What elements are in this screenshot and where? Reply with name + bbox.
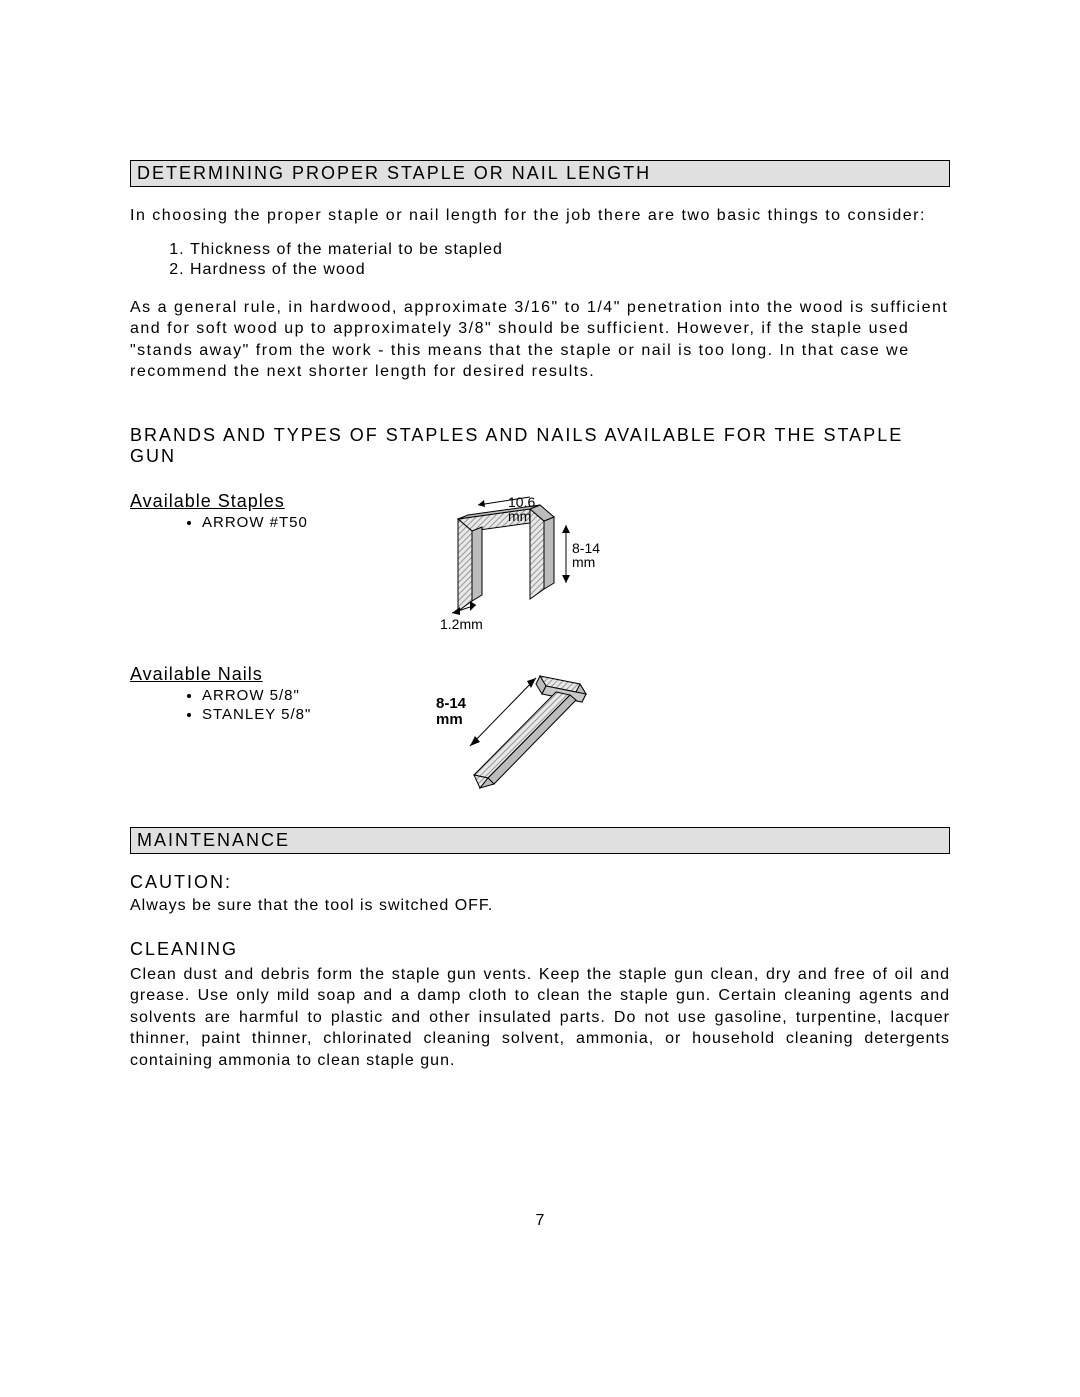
general-rule-paragraph: As a general rule, in hardwood, approxim… xyxy=(130,297,950,383)
nails-row: Available Nails ARROW 5/8" STANLEY 5/8" xyxy=(130,664,950,799)
nails-list: ARROW 5/8" STANLEY 5/8" xyxy=(202,687,370,723)
staples-list: ARROW #T50 xyxy=(202,514,370,531)
consideration-list: Thickness of the material to be stapled … xyxy=(190,241,950,279)
staple-top-unit: mm xyxy=(508,508,531,524)
section-heading-brands: BRANDS AND TYPES OF STAPLES AND NAILS AV… xyxy=(130,425,950,467)
staple-diagram: 10.6 mm 8-14 mm 1.2mm xyxy=(430,491,610,631)
page-content: DETERMINING PROPER STAPLE OR NAIL LENGTH… xyxy=(0,0,1080,1290)
list-item: ARROW #T50 xyxy=(202,514,370,531)
available-staples-title: Available Staples xyxy=(130,491,370,512)
cleaning-title: CLEANING xyxy=(130,939,950,960)
page-number: 7 xyxy=(130,1212,950,1230)
staple-right-unit: mm xyxy=(572,554,595,570)
list-item: ARROW 5/8" xyxy=(202,687,370,704)
nail-dim: 8-14 xyxy=(436,695,467,712)
caution-text: Always be sure that the tool is switched… xyxy=(130,895,950,917)
intro-paragraph: In choosing the proper staple or nail le… xyxy=(130,205,950,227)
available-nails-title: Available Nails xyxy=(130,664,370,685)
list-item: Hardness of the wood xyxy=(190,261,950,279)
staples-row: Available Staples ARROW #T50 xyxy=(130,491,950,636)
caution-title: CAUTION: xyxy=(130,872,950,893)
cleaning-text: Clean dust and debris form the staple gu… xyxy=(130,964,950,1072)
nail-diagram: 8-14 mm xyxy=(430,664,600,794)
list-item: STANLEY 5/8" xyxy=(202,706,370,723)
section-heading-maintenance: MAINTENANCE xyxy=(130,827,950,854)
nail-unit: mm xyxy=(436,711,463,728)
section-heading-staple-length: DETERMINING PROPER STAPLE OR NAIL LENGTH xyxy=(130,160,950,187)
list-item: Thickness of the material to be stapled xyxy=(190,241,950,259)
staple-bottom-dim: 1.2mm xyxy=(440,616,483,631)
